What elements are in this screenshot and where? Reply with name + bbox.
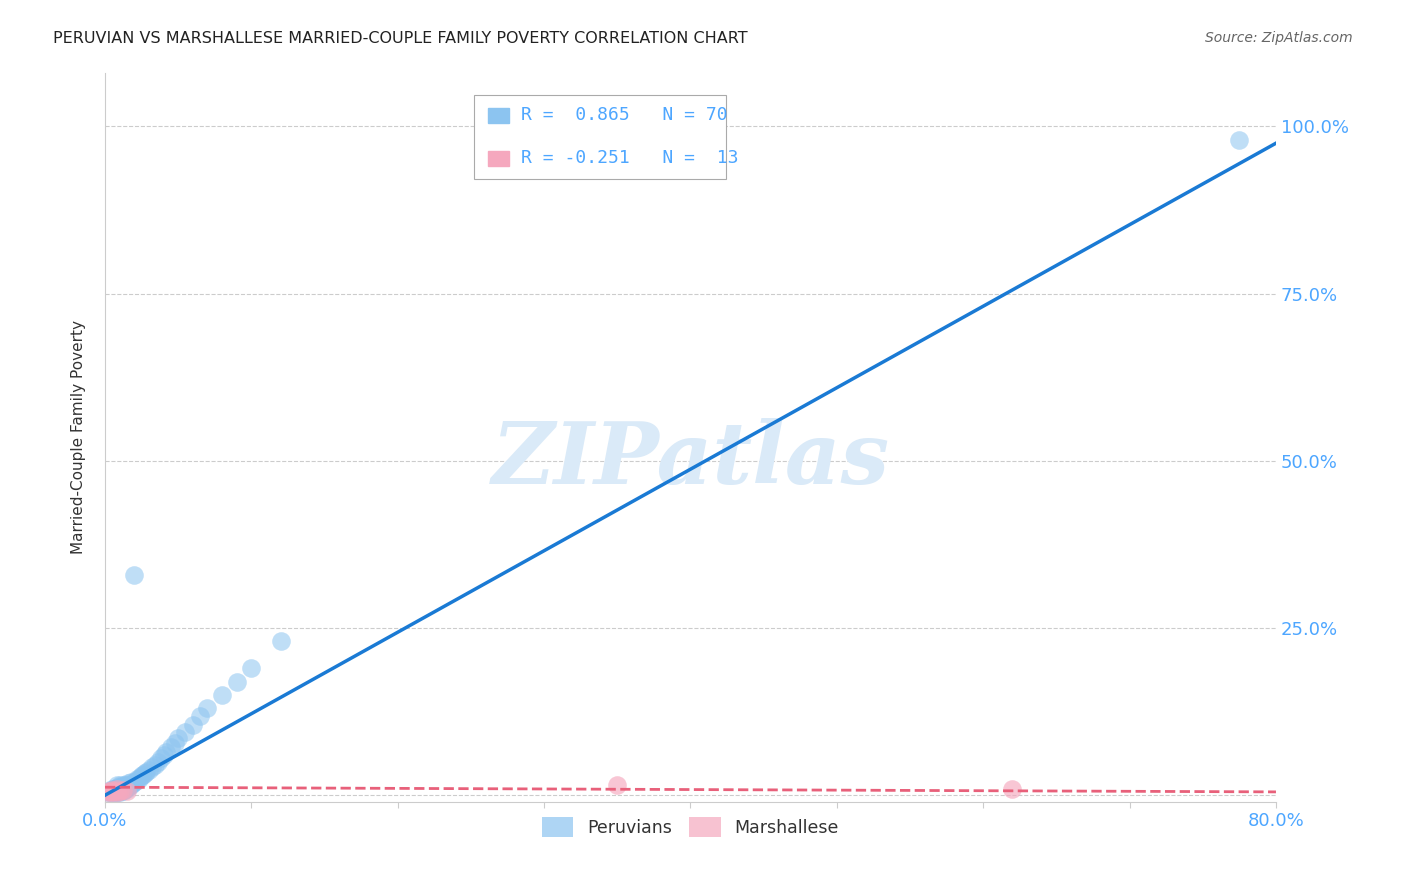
Point bbox=[107, 785, 129, 799]
Point bbox=[103, 783, 125, 797]
Bar bbox=[488, 151, 509, 166]
Point bbox=[105, 785, 128, 799]
Point bbox=[114, 778, 136, 792]
Point bbox=[104, 783, 127, 797]
Point bbox=[141, 760, 163, 774]
Point bbox=[120, 778, 142, 792]
Point bbox=[225, 674, 247, 689]
Point bbox=[128, 772, 150, 786]
FancyBboxPatch shape bbox=[474, 95, 725, 178]
Point bbox=[105, 783, 128, 797]
Point bbox=[101, 785, 124, 799]
Point bbox=[100, 785, 122, 799]
Point bbox=[114, 781, 136, 796]
Point bbox=[181, 718, 204, 732]
Point bbox=[108, 778, 131, 792]
Y-axis label: Married-Couple Family Poverty: Married-Couple Family Poverty bbox=[72, 320, 86, 555]
Point bbox=[122, 775, 145, 789]
Point bbox=[97, 785, 120, 799]
Point bbox=[134, 766, 156, 780]
Point bbox=[165, 736, 187, 750]
Point bbox=[101, 781, 124, 796]
Point bbox=[110, 781, 132, 796]
Point bbox=[112, 780, 135, 795]
Point bbox=[111, 781, 134, 796]
Point bbox=[111, 783, 134, 797]
Point bbox=[138, 763, 160, 777]
Point bbox=[1227, 133, 1250, 147]
Point bbox=[174, 724, 197, 739]
Point bbox=[149, 751, 172, 765]
Point bbox=[240, 661, 263, 675]
Point bbox=[101, 783, 124, 797]
Text: R =  0.865   N = 70: R = 0.865 N = 70 bbox=[520, 106, 727, 124]
Point bbox=[1001, 781, 1024, 796]
Point bbox=[105, 781, 128, 796]
Point bbox=[167, 731, 190, 746]
Point bbox=[117, 780, 139, 795]
Point bbox=[107, 783, 129, 797]
Point bbox=[105, 778, 128, 792]
Point bbox=[98, 785, 121, 799]
Point bbox=[146, 755, 169, 769]
Point bbox=[188, 709, 211, 723]
Point bbox=[270, 634, 292, 648]
Point bbox=[132, 768, 155, 782]
Text: ZIPatlas: ZIPatlas bbox=[492, 417, 890, 501]
Point bbox=[121, 776, 143, 790]
Point bbox=[103, 785, 125, 799]
Point bbox=[115, 778, 138, 792]
Point bbox=[135, 764, 157, 779]
Point bbox=[606, 778, 628, 792]
Point bbox=[111, 783, 134, 797]
Point bbox=[118, 778, 141, 792]
Point bbox=[160, 740, 183, 755]
Point bbox=[120, 775, 142, 789]
Point bbox=[108, 783, 131, 797]
Point bbox=[104, 783, 127, 797]
Point bbox=[107, 785, 129, 799]
Point bbox=[100, 785, 122, 799]
Point bbox=[211, 688, 233, 702]
Point bbox=[127, 772, 149, 786]
Point bbox=[129, 770, 152, 784]
Point bbox=[131, 768, 153, 782]
Point bbox=[110, 783, 132, 797]
Point bbox=[108, 785, 131, 799]
Point bbox=[197, 701, 219, 715]
Point bbox=[115, 784, 138, 798]
Point bbox=[104, 785, 127, 799]
Point bbox=[111, 778, 134, 792]
Point bbox=[97, 785, 120, 799]
Text: PERUVIAN VS MARSHALLESE MARRIED-COUPLE FAMILY POVERTY CORRELATION CHART: PERUVIAN VS MARSHALLESE MARRIED-COUPLE F… bbox=[53, 31, 748, 46]
Point bbox=[104, 781, 127, 796]
Point bbox=[107, 780, 129, 795]
Text: Source: ZipAtlas.com: Source: ZipAtlas.com bbox=[1205, 31, 1353, 45]
Text: R = -0.251   N =  13: R = -0.251 N = 13 bbox=[520, 149, 738, 168]
Bar bbox=[488, 108, 509, 122]
Point bbox=[100, 783, 122, 797]
Legend: Peruvians, Marshallese: Peruvians, Marshallese bbox=[536, 810, 846, 844]
Point bbox=[125, 773, 148, 788]
Point bbox=[103, 785, 125, 799]
Point bbox=[143, 758, 166, 772]
Point bbox=[117, 776, 139, 790]
Point bbox=[108, 783, 131, 797]
Point bbox=[152, 748, 174, 763]
Point bbox=[112, 783, 135, 797]
Point bbox=[122, 567, 145, 582]
Point bbox=[115, 781, 138, 796]
Point bbox=[101, 783, 124, 797]
Point bbox=[98, 783, 121, 797]
Point bbox=[108, 780, 131, 795]
Point bbox=[103, 781, 125, 796]
Point bbox=[105, 781, 128, 796]
Point bbox=[155, 745, 177, 759]
